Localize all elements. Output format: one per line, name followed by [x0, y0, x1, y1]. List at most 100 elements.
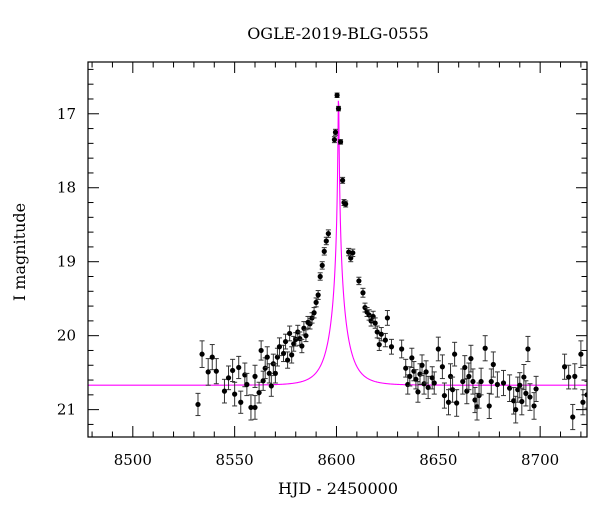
data-point [403, 358, 409, 378]
data-point [384, 310, 390, 326]
x-tick-label: 8700 [521, 451, 559, 469]
y-tick-label: 18 [57, 179, 76, 197]
data-point [570, 403, 576, 431]
y-tick-label: 21 [57, 401, 76, 419]
y-tick-label: 20 [57, 327, 76, 345]
data-point [266, 363, 272, 384]
data-point [339, 176, 346, 184]
data-point [331, 136, 338, 144]
data-point [325, 229, 331, 238]
data-point [272, 363, 278, 384]
data-point [236, 355, 242, 380]
data-point [323, 236, 329, 246]
data-point [399, 339, 405, 359]
data-point [439, 354, 445, 380]
data-point [248, 394, 254, 421]
data-point [478, 367, 484, 396]
data-point [431, 371, 437, 395]
data-point [356, 276, 362, 286]
chart-title: OGLE-2019-BLG-0555 [247, 24, 429, 43]
x-tick-label: 8550 [216, 451, 254, 469]
data-point [350, 248, 356, 258]
data-point [232, 381, 238, 407]
data-point [315, 290, 321, 300]
data-point [258, 340, 264, 361]
data-point [445, 389, 452, 416]
data-point [195, 392, 201, 417]
data-point [238, 390, 244, 414]
data-point [332, 128, 339, 136]
data-point [289, 346, 295, 364]
data-point [317, 272, 323, 281]
data-point [282, 333, 289, 350]
data-point [335, 105, 342, 112]
data-point [209, 344, 215, 371]
data-point [419, 354, 425, 377]
data-point [578, 340, 584, 368]
model-curve-layer [88, 100, 587, 386]
data-point [425, 375, 431, 400]
data-point [319, 261, 325, 270]
x-tick-label: 8600 [317, 451, 355, 469]
data-point [337, 139, 344, 145]
x-axis-label: HJD - 2450000 [278, 479, 398, 498]
data-point [470, 368, 476, 395]
data-point [276, 337, 283, 357]
data-point [321, 247, 327, 256]
data-point [494, 371, 500, 398]
data-point [507, 374, 513, 402]
data-point [213, 358, 219, 385]
y-tick-label: 17 [57, 105, 76, 123]
data-point [382, 332, 388, 348]
y-tick-label: 19 [57, 253, 76, 271]
data-point [360, 287, 366, 298]
data-point [374, 325, 380, 339]
data-point [311, 307, 317, 319]
data-point [230, 358, 236, 383]
data-point [449, 376, 456, 403]
data-point [561, 353, 568, 380]
y-tick-labels: 17 18 19 20 21 [57, 105, 76, 419]
data-point [423, 360, 429, 384]
data-point [285, 351, 291, 369]
data-point [205, 358, 211, 386]
data-point [388, 338, 395, 355]
data-point [409, 347, 415, 368]
data-point [525, 335, 531, 363]
data-point [466, 362, 472, 391]
data-point [482, 335, 488, 362]
x-tick-label: 8650 [419, 451, 457, 469]
data-point [441, 382, 448, 409]
data-point [580, 389, 586, 416]
data-point [334, 92, 340, 99]
axis-ticks [88, 62, 587, 437]
data-point [486, 392, 492, 420]
data-point [462, 355, 468, 380]
data-point [287, 325, 293, 342]
data-points-layer [195, 92, 587, 431]
data-point [488, 368, 494, 395]
data-point [252, 364, 258, 388]
model-curve [88, 100, 587, 386]
data-point [523, 380, 529, 407]
data-point [452, 341, 458, 367]
data-point [252, 395, 258, 420]
data-point [490, 351, 496, 378]
data-point [472, 386, 478, 414]
data-point [244, 372, 250, 397]
data-point [268, 375, 274, 397]
data-point [262, 357, 268, 380]
data-point [572, 363, 578, 390]
data-point [435, 336, 441, 362]
data-point [221, 378, 228, 404]
data-point [533, 375, 539, 402]
data-point [299, 338, 305, 354]
data-point [260, 370, 266, 391]
data-point [429, 366, 435, 390]
data-point [225, 365, 232, 391]
y-axis-label: I magnitude [10, 203, 29, 301]
data-point [519, 387, 525, 416]
data-point [521, 364, 527, 391]
